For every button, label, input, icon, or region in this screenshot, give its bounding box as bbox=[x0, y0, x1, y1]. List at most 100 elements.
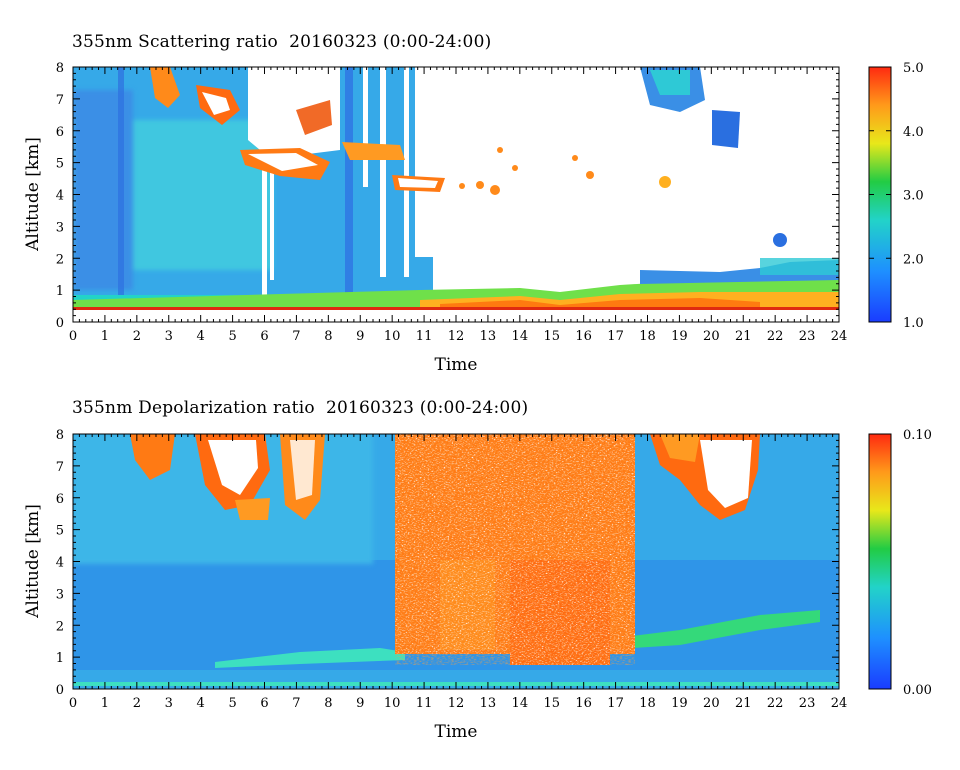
chart-title-scattering: 355nm Scattering ratio 20160323 (0:00-24… bbox=[72, 32, 492, 52]
scattering-colorbar-axis: 1.0 2.0 3.0 4.0 5.0 bbox=[869, 61, 924, 331]
x-tick-label: 13 bbox=[480, 696, 497, 711]
colorbar-tick-label: 1.0 bbox=[903, 316, 924, 331]
x-tick-label: 9 bbox=[356, 329, 364, 344]
x-tick-label: 4 bbox=[197, 696, 205, 711]
depolarization-ylabel: Altitude [km] bbox=[23, 504, 43, 619]
depolarization-panel: 0 1 2 3 4 5 6 7 8 9 10 11 12 13 14 15 16 17 18 19 20 21 22 23 24… bbox=[23, 428, 932, 742]
x-tick-label: 1 bbox=[101, 329, 109, 344]
x-tick-label: 7 bbox=[292, 329, 300, 344]
y-tick-label: 0 bbox=[56, 316, 64, 331]
x-tick-label: 10 bbox=[384, 329, 401, 344]
x-tick-label: 22 bbox=[767, 329, 784, 344]
chart-title-depolarization: 355nm Depolarization ratio 20160323 (0:0… bbox=[72, 398, 529, 418]
depolarization-xlabel: Time bbox=[435, 722, 478, 742]
x-tick-label: 6 bbox=[260, 696, 268, 711]
x-tick-label: 13 bbox=[480, 329, 497, 344]
x-tick-label: 16 bbox=[575, 696, 592, 711]
x-tick-label: 16 bbox=[575, 329, 592, 344]
y-tick-label: 3 bbox=[56, 587, 64, 602]
x-tick-label: 20 bbox=[703, 696, 720, 711]
scattering-axes: 0 1 2 3 4 5 6 7 8 9 10 11 12 13 14 15 16 17 18 19 20 21 22 23 24… bbox=[56, 61, 848, 344]
depolarizing-columns bbox=[395, 434, 635, 665]
x-tick-label: 19 bbox=[671, 696, 688, 711]
y-tick-label: 4 bbox=[56, 189, 64, 204]
x-tick-label: 12 bbox=[448, 329, 465, 344]
colorbar-tick-label: 0.10 bbox=[903, 428, 932, 443]
x-tick-label: 20 bbox=[703, 329, 720, 344]
x-tick-label: 18 bbox=[639, 696, 656, 711]
scattering-ylabel: Altitude [km] bbox=[23, 137, 43, 252]
x-tick-label: 2 bbox=[133, 696, 141, 711]
y-tick-label: 7 bbox=[56, 460, 64, 475]
scattering-panel: 0 1 2 3 4 5 6 7 8 9 10 11 12 13 14 15 16 17 18 19 20 21 22 23 24… bbox=[23, 61, 924, 375]
x-tick-label: 2 bbox=[133, 329, 141, 344]
colorbar-tick-label: 4.0 bbox=[903, 125, 924, 140]
y-tick-label: 0 bbox=[56, 683, 64, 698]
x-tick-label: 15 bbox=[543, 696, 560, 711]
y-tick-label: 1 bbox=[56, 284, 64, 299]
depolarization-heatmap bbox=[73, 434, 839, 689]
y-tick-label: 8 bbox=[56, 61, 64, 76]
x-tick-label: 21 bbox=[735, 329, 752, 344]
x-tick-label: 21 bbox=[735, 696, 752, 711]
x-tick-label: 0 bbox=[69, 696, 77, 711]
x-tick-label: 17 bbox=[607, 329, 624, 344]
dust-layer bbox=[215, 648, 405, 668]
y-tick-label: 6 bbox=[56, 125, 64, 140]
depol-cirrus bbox=[650, 434, 760, 520]
x-tick-label: 3 bbox=[165, 696, 173, 711]
depolarization-axes: 0 1 2 3 4 5 6 7 8 9 10 11 12 13 14 15 16 17 18 19 20 21 22 23 24… bbox=[56, 428, 848, 711]
depolarization-colorbar-axis: 0.00 0.10 bbox=[869, 428, 932, 698]
x-tick-label: 18 bbox=[639, 329, 656, 344]
y-tick-label: 7 bbox=[56, 93, 64, 108]
x-tick-label: 5 bbox=[228, 696, 236, 711]
x-tick-label: 7 bbox=[292, 696, 300, 711]
elevated-layer bbox=[600, 610, 820, 650]
boundary-layer bbox=[73, 258, 839, 310]
x-tick-label: 14 bbox=[512, 329, 529, 344]
scattering-xlabel: Time bbox=[435, 355, 478, 375]
y-tick-label: 5 bbox=[56, 524, 64, 539]
x-tick-label: 6 bbox=[260, 329, 268, 344]
y-tick-label: 2 bbox=[56, 252, 64, 267]
x-tick-label: 3 bbox=[165, 329, 173, 344]
y-tick-label: 3 bbox=[56, 220, 64, 235]
y-tick-label: 8 bbox=[56, 428, 64, 443]
x-tick-label: 12 bbox=[448, 696, 465, 711]
x-tick-label: 0 bbox=[69, 329, 77, 344]
colorbar-tick-label: 5.0 bbox=[903, 61, 924, 76]
colorbar-tick-label: 3.0 bbox=[903, 189, 924, 204]
x-tick-label: 1 bbox=[101, 696, 109, 711]
x-tick-label: 22 bbox=[767, 696, 784, 711]
cloud-features bbox=[150, 67, 445, 192]
x-tick-label: 10 bbox=[384, 696, 401, 711]
y-tick-label: 1 bbox=[56, 651, 64, 666]
scattered-points bbox=[459, 147, 594, 195]
x-tick-label: 24 bbox=[831, 329, 848, 344]
x-tick-label: 5 bbox=[228, 329, 236, 344]
ice-cloud bbox=[130, 434, 325, 520]
x-tick-label: 23 bbox=[799, 696, 816, 711]
x-tick-label: 8 bbox=[324, 696, 332, 711]
x-tick-label: 24 bbox=[831, 696, 848, 711]
y-tick-label: 2 bbox=[56, 619, 64, 634]
y-tick-label: 6 bbox=[56, 492, 64, 507]
x-tick-label: 17 bbox=[607, 696, 624, 711]
x-tick-label: 8 bbox=[324, 329, 332, 344]
depolarization-colorbar bbox=[868, 433, 892, 690]
x-tick-label: 15 bbox=[543, 329, 560, 344]
y-tick-label: 4 bbox=[56, 556, 64, 571]
scattering-heatmap bbox=[73, 67, 839, 322]
x-tick-label: 11 bbox=[416, 696, 433, 711]
x-tick-label: 4 bbox=[197, 329, 205, 344]
x-tick-label: 9 bbox=[356, 696, 364, 711]
x-tick-label: 14 bbox=[512, 696, 529, 711]
x-tick-label: 23 bbox=[799, 329, 816, 344]
x-tick-label: 19 bbox=[671, 329, 688, 344]
x-tick-label: 11 bbox=[416, 329, 433, 344]
colorbar-tick-label: 0.00 bbox=[903, 683, 932, 698]
y-tick-label: 5 bbox=[56, 157, 64, 172]
colorbar-tick-label: 2.0 bbox=[903, 252, 924, 267]
cirrus-feature bbox=[640, 67, 787, 247]
